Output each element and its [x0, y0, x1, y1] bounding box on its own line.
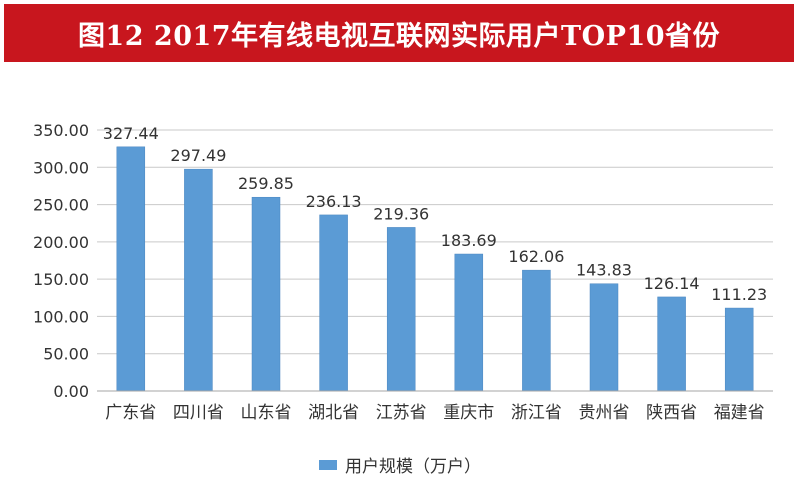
x-tick-label: 福建省: [714, 403, 765, 423]
x-tick-label: 江苏省: [376, 403, 427, 423]
bar-1: [116, 146, 146, 392]
y-tick-label: 200.00: [33, 233, 89, 252]
legend-label: 用户规模（万户）: [345, 457, 481, 477]
y-tick-label: 100.00: [33, 307, 89, 326]
data-label: 183.69: [441, 231, 497, 250]
bar-3: [251, 196, 281, 392]
y-tick-label: 300.00: [33, 158, 89, 177]
x-tick-label: 湖北省: [308, 403, 359, 423]
bar-9: [657, 296, 686, 392]
data-label: 327.44: [103, 124, 159, 143]
y-tick-label: 0.00: [53, 382, 89, 401]
x-tick-label: 四川省: [173, 403, 224, 423]
legend: 用户规模（万户）: [0, 452, 800, 477]
legend-swatch: [319, 459, 337, 470]
data-label: 143.83: [576, 261, 632, 280]
bar-4: [319, 214, 348, 392]
x-tick-label: 广东省: [105, 403, 156, 423]
bar-10: [724, 307, 754, 392]
x-tick-label: 陕西省: [646, 403, 697, 423]
x-tick-label: 山东省: [241, 403, 292, 423]
data-label: 236.13: [306, 192, 362, 211]
x-tick-label: 贵州省: [579, 403, 630, 423]
data-label: 297.49: [170, 146, 226, 165]
y-tick-label: 250.00: [33, 196, 89, 215]
y-tick-label: 350.00: [33, 121, 89, 140]
data-label: 111.23: [711, 285, 767, 304]
bar-2: [184, 168, 213, 392]
y-tick-label: 150.00: [33, 270, 89, 289]
data-label: 259.85: [238, 174, 294, 193]
x-tick-label: 浙江省: [511, 403, 562, 423]
bar-6: [454, 253, 484, 392]
data-label: 126.14: [644, 274, 700, 293]
chart-title: 图12 2017年有线电视互联网实际用户TOP10省份: [77, 20, 721, 52]
data-label: 162.06: [508, 247, 564, 266]
y-tick-label: 50.00: [43, 345, 89, 364]
bar-8: [589, 283, 619, 392]
x-tick-label: 重庆市: [443, 403, 494, 423]
bar-5: [386, 227, 416, 392]
chart-title-bar: 图12 2017年有线电视互联网实际用户TOP10省份: [4, 4, 794, 62]
bar-7: [522, 269, 551, 392]
data-label: 219.36: [373, 204, 429, 223]
